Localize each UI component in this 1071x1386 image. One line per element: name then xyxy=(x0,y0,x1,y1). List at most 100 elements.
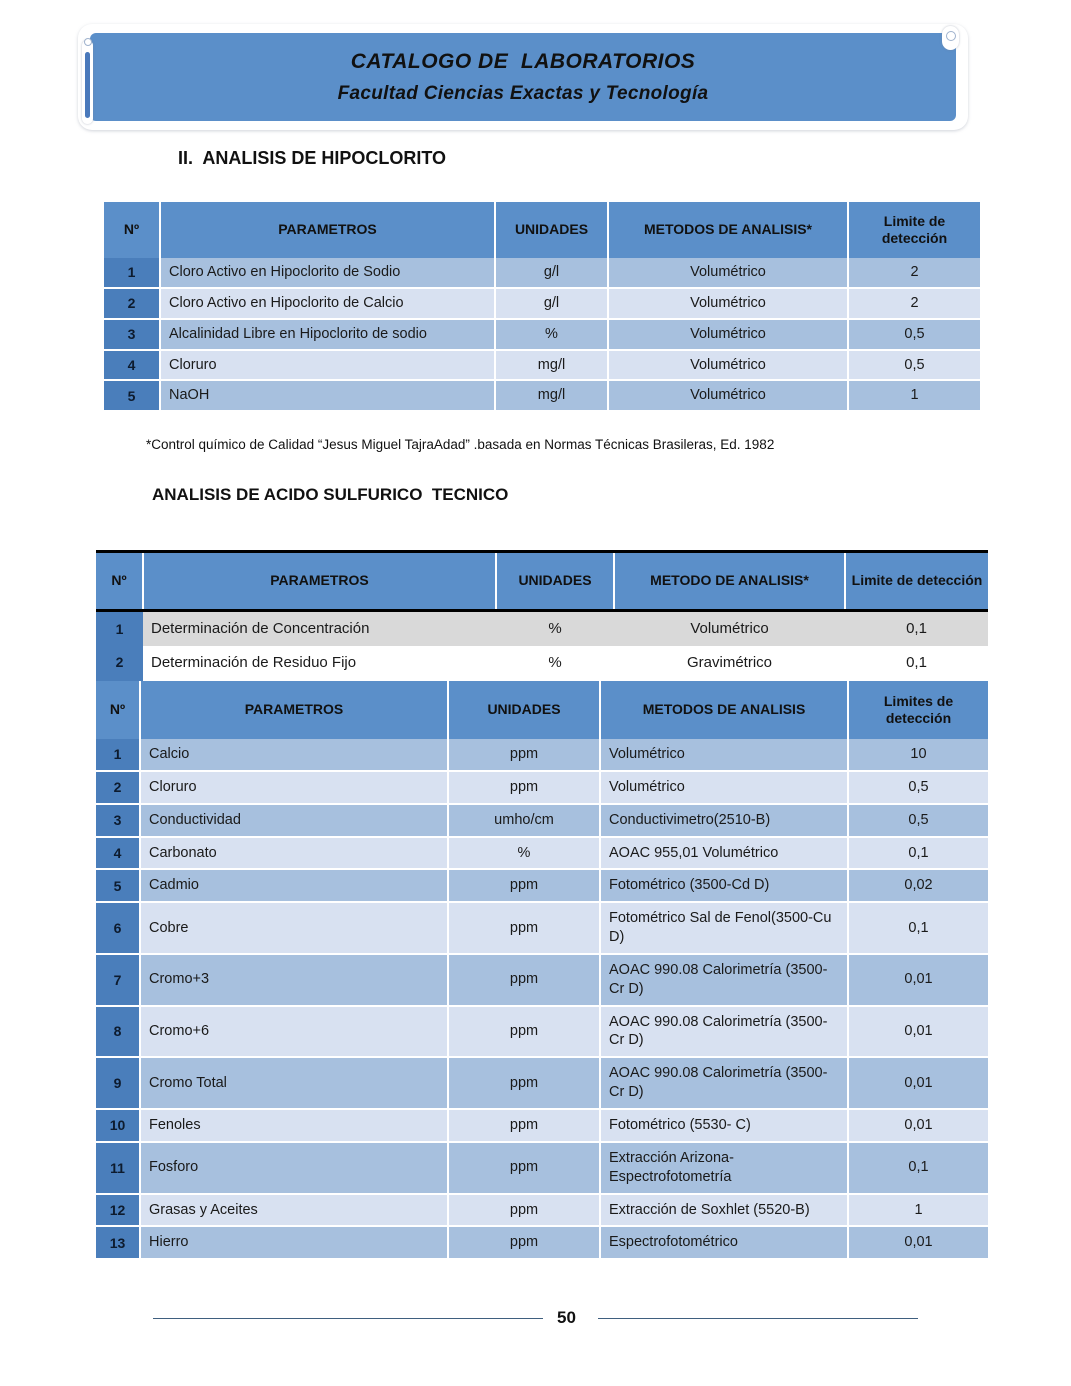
col-header-limites: Limites de detección xyxy=(848,681,988,739)
cell-metodo: Gravimétrico xyxy=(614,645,845,679)
table-row: 13 Hierro ppm Espectrofotométrico 0,01 xyxy=(96,1226,988,1261)
page-footer: 50 xyxy=(0,1308,1071,1328)
col-header-numero: Nº xyxy=(96,681,141,739)
cell-numero: 1 xyxy=(96,739,141,772)
cell-numero: 12 xyxy=(96,1193,141,1228)
cell-numero: 4 xyxy=(96,836,141,871)
cell-unidad: mg/l xyxy=(495,349,609,382)
cell-limite: 1 xyxy=(848,1193,988,1228)
cell-numero: 2 xyxy=(96,645,143,679)
table-row: 6 Cobre ppm Fotométrico Sal de Fenol(350… xyxy=(96,902,988,955)
cell-parametro: Cromo+3 xyxy=(140,953,449,1007)
cell-numero: 11 xyxy=(96,1141,141,1195)
table-hipoclorito: Nº PARAMETROS UNIDADES METODOS DE ANALIS… xyxy=(104,202,980,413)
table-row: 1 Cloro Activo en Hipoclorito de Sodio g… xyxy=(104,258,980,289)
cell-numero: 10 xyxy=(96,1108,141,1143)
table-row: 8 Cromo+6 ppm AOAC 990.08 Calorimetría (… xyxy=(96,1005,988,1059)
cell-parametro: Determinación de Residuo Fijo xyxy=(143,645,496,679)
table-row: 11 Fosforo ppm Extracción Arizona-Espect… xyxy=(96,1141,988,1195)
col-header-parametros: PARAMETROS xyxy=(160,202,496,258)
cell-metodo: AOAC 955,01 Volumétrico xyxy=(600,836,849,871)
col-header-numero: Nº xyxy=(104,202,161,258)
cell-numero: 4 xyxy=(104,349,161,382)
cell-numero: 5 xyxy=(104,380,161,413)
cell-unidad: ppm xyxy=(448,869,601,904)
cell-metodo: Volumétrico xyxy=(600,739,849,772)
cell-limite: 0,1 xyxy=(845,610,988,646)
table-header-row: Nº PARAMETROS UNIDADES METODOS DE ANALIS… xyxy=(104,202,980,258)
cell-limite: 0,1 xyxy=(848,1141,988,1195)
table-acido-sulfurico-body: 1 Determinación de Concentración % Volum… xyxy=(96,610,988,690)
cell-limite: 0,1 xyxy=(848,836,988,871)
cell-parametro: Calcio xyxy=(140,739,449,772)
cell-parametro: Cloro Activo en Hipoclorito de Calcio xyxy=(160,287,496,320)
cell-unidad: % xyxy=(496,610,614,646)
cell-metodo: Fotométrico Sal de Fenol(3500-Cu D) xyxy=(600,902,849,955)
table-row: 2 Cloro Activo en Hipoclorito de Calcio … xyxy=(104,287,980,320)
cell-metodo: Fotométrico (3500-Cd D) xyxy=(600,869,849,904)
table-row: 10 Fenoles ppm Fotométrico (5530- C) 0,0… xyxy=(96,1108,988,1143)
cell-unidad: g/l xyxy=(495,287,609,320)
cell-limite: 1 xyxy=(848,380,980,413)
section-heading-hipoclorito: II. ANALISIS DE HIPOCLORITO xyxy=(178,148,447,168)
banner-left-tab-icon xyxy=(82,40,93,124)
table-row: 12 Grasas y Aceites ppm Extracción de So… xyxy=(96,1193,988,1228)
table-row: 5 Cadmio ppm Fotométrico (3500-Cd D) 0,0… xyxy=(96,869,988,904)
page-banner: CATALOGO DE LABORATORIOS Facultad Cienci… xyxy=(78,24,968,130)
cell-numero: 1 xyxy=(96,610,143,646)
cell-numero: 1 xyxy=(104,258,161,289)
cell-numero: 2 xyxy=(104,287,161,320)
col-header-metodos: METODOS DE ANALISIS* xyxy=(608,202,849,258)
cell-unidad: ppm xyxy=(448,953,601,1007)
table-row: 2 Cloruro ppm Volumétrico 0,5 xyxy=(96,770,988,805)
cell-metodo: Extracción de Soxhlet (5520-B) xyxy=(600,1193,849,1228)
table-row: 5 NaOH mg/l Volumétrico 1 xyxy=(104,380,980,413)
cell-unidad: g/l xyxy=(495,258,609,289)
cell-parametro: Hierro xyxy=(140,1226,449,1261)
cell-limite: 0,5 xyxy=(848,349,980,382)
cell-unidad: ppm xyxy=(448,1057,601,1110)
cell-limite: 0,1 xyxy=(848,902,988,955)
cell-unidad: % xyxy=(495,318,609,351)
cell-parametro: Cloro Activo en Hipoclorito de Sodio xyxy=(160,258,496,289)
cell-unidad: ppm xyxy=(448,1005,601,1059)
cell-limite: 0,01 xyxy=(848,953,988,1007)
cell-metodo: Extracción Arizona-Espectrofotometría xyxy=(600,1141,849,1195)
cell-unidad: % xyxy=(496,645,614,679)
table-parametros-metales: Nº PARAMETROS UNIDADES METODOS DE ANALIS… xyxy=(96,681,988,1261)
cell-unidad: mg/l xyxy=(495,380,609,413)
cell-parametro: Cadmio xyxy=(140,869,449,904)
cell-unidad: ppm xyxy=(448,770,601,805)
table-header-row: Nº PARAMETROS UNIDADES METODO DE ANALISI… xyxy=(96,551,988,612)
cell-metodo: Volumétrico xyxy=(608,258,849,289)
col-header-metodos: METODOS DE ANALISIS xyxy=(600,681,849,739)
cell-parametro: Grasas y Aceites xyxy=(140,1193,449,1228)
cell-numero: 2 xyxy=(96,770,141,805)
table-row: 2 Determinación de Residuo Fijo % Gravim… xyxy=(96,645,988,679)
table-acido-sulfurico: Nº PARAMETROS UNIDADES METODO DE ANALISI… xyxy=(96,550,988,691)
col-header-parametros: PARAMETROS xyxy=(140,681,449,739)
cell-parametro: Conductividad xyxy=(140,803,449,838)
cell-limite: 0,01 xyxy=(848,1108,988,1143)
cell-unidad: ppm xyxy=(448,1108,601,1143)
table-parametros-body: 1 Calcio ppm Volumétrico 10 2 Cloruro pp… xyxy=(96,739,988,1261)
table-row: 4 Cloruro mg/l Volumétrico 0,5 xyxy=(104,349,980,382)
col-header-unidades: UNIDADES xyxy=(448,681,601,739)
banner-inner: CATALOGO DE LABORATORIOS Facultad Cienci… xyxy=(90,33,956,121)
banner-left-hole-icon xyxy=(84,38,92,46)
table-row: 4 Carbonato % AOAC 955,01 Volumétrico 0,… xyxy=(96,836,988,871)
table-row: 1 Determinación de Concentración % Volum… xyxy=(96,610,988,646)
table-row: 1 Calcio ppm Volumétrico 10 xyxy=(96,739,988,772)
cell-limite: 0,01 xyxy=(848,1005,988,1059)
footer-rule-left xyxy=(153,1317,544,1319)
col-header-parametros: PARAMETROS xyxy=(143,551,497,612)
banner-right-hole-icon xyxy=(942,26,959,50)
banner-subtitle: Facultad Ciencias Exactas y Tecnología xyxy=(337,82,709,104)
cell-parametro: Fosforo xyxy=(140,1141,449,1195)
cell-unidad: % xyxy=(448,836,601,871)
cell-unidad: ppm xyxy=(448,739,601,772)
section-heading-acido-sulfurico: ANALISIS DE ACIDO SULFURICO TECNICO xyxy=(152,485,509,504)
footer-rule-right xyxy=(597,1317,918,1319)
cell-parametro: Cromo+6 xyxy=(140,1005,449,1059)
cell-parametro: Cromo Total xyxy=(140,1057,449,1110)
